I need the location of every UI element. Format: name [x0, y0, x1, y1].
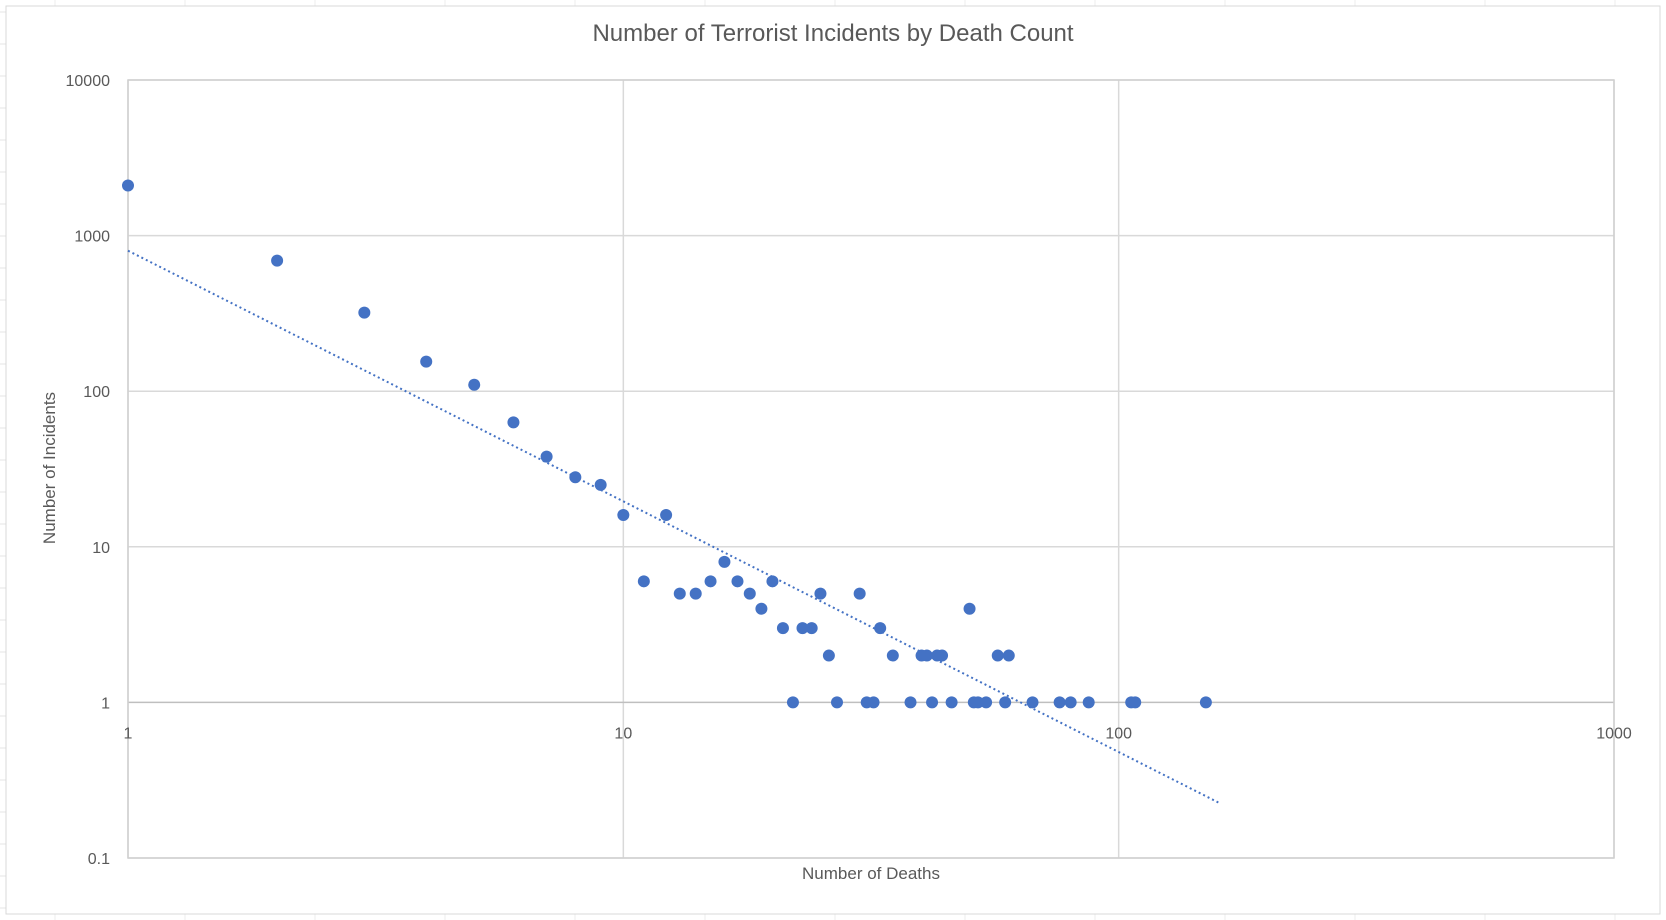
y-tick-label: 1000	[74, 229, 110, 246]
data-point	[358, 306, 371, 319]
data-point	[963, 602, 976, 615]
y-tick-label: 100	[83, 384, 110, 401]
data-point	[731, 575, 744, 588]
data-point	[904, 696, 917, 709]
chart-title: Number of Terrorist Incidents by Death C…	[592, 20, 1074, 47]
data-point	[1002, 649, 1015, 662]
scatter-series	[122, 179, 1212, 709]
data-point	[122, 179, 134, 192]
power-trendline	[127, 249, 1221, 805]
data-point	[569, 471, 582, 484]
y-tick-label: 10000	[66, 73, 111, 90]
chart-area	[5, 5, 1661, 915]
data-point	[831, 696, 844, 709]
data-point	[755, 602, 768, 615]
data-point	[468, 378, 481, 391]
data-point	[1199, 696, 1212, 709]
data-point	[991, 649, 1004, 662]
x-tick-label: 100	[1105, 725, 1132, 742]
data-point	[660, 509, 673, 522]
data-point	[920, 649, 933, 662]
data-point	[874, 622, 887, 635]
tick-labels: 1 10 100 1000 0.1 1 10 100 1000 10000	[66, 73, 1632, 868]
data-point	[853, 587, 866, 600]
data-point	[814, 587, 827, 600]
x-tick-label: 10	[614, 725, 632, 742]
x-axis-label: Number of Deaths	[802, 864, 940, 883]
data-point	[926, 696, 939, 709]
data-point	[796, 622, 809, 635]
x-tick-label: 1	[124, 725, 133, 742]
data-point	[867, 696, 880, 709]
data-point	[617, 509, 630, 522]
data-point	[980, 696, 993, 709]
data-point	[1129, 696, 1142, 709]
data-point	[1026, 696, 1039, 709]
data-point	[420, 355, 433, 368]
data-point	[704, 575, 717, 588]
data-point	[776, 622, 789, 635]
data-point	[786, 696, 799, 709]
y-tick-label: 10	[92, 540, 110, 557]
data-point	[936, 649, 949, 662]
y-tick-label: 0.1	[88, 851, 110, 868]
y-tick-label: 1	[101, 695, 110, 712]
data-point	[1053, 696, 1066, 709]
data-point	[507, 416, 520, 429]
data-point	[718, 555, 731, 568]
data-point	[540, 450, 553, 463]
data-point	[637, 575, 650, 588]
data-point	[689, 587, 702, 600]
data-point	[886, 649, 899, 662]
y-axis-label: Number of Incidents	[40, 391, 59, 545]
data-point	[999, 696, 1012, 709]
data-point	[945, 696, 958, 709]
data-point	[673, 587, 686, 600]
data-point	[594, 478, 607, 491]
data-point	[805, 622, 818, 635]
data-point	[1082, 696, 1095, 709]
x-tick-label: 1000	[1596, 725, 1632, 742]
data-point	[271, 254, 284, 267]
data-point	[1064, 696, 1077, 709]
data-point	[766, 575, 779, 588]
data-point	[822, 649, 835, 662]
data-point	[743, 587, 756, 600]
plot-area-border	[127, 79, 1615, 859]
